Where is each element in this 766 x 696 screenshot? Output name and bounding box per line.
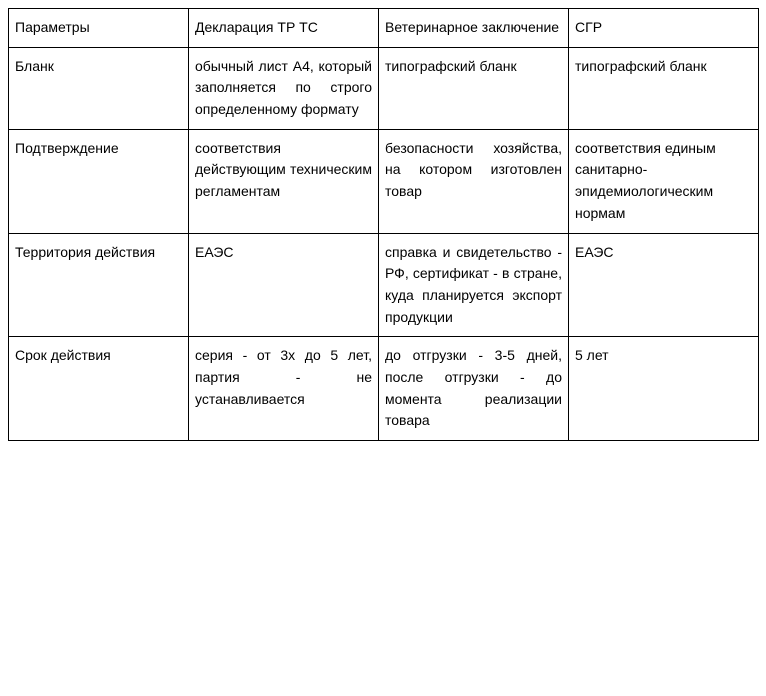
- cell-decl: обычный лист А4, который заполняется по …: [189, 47, 379, 129]
- table-row: Подтверждение соответствия действующим т…: [9, 129, 759, 233]
- cell-decl: соответствия действующим техническим рег…: [189, 129, 379, 233]
- cell-vet: до отгрузки - 3-5 дней, после отгрузки -…: [379, 337, 569, 441]
- table-row: Территория действия ЕАЭС справка и свиде…: [9, 233, 759, 337]
- comparison-table: Параметры Декларация ТР ТС Ветеринарное …: [8, 8, 759, 441]
- header-cell-param: Параметры: [9, 9, 189, 48]
- table-row: Срок действия серия - от 3х до 5 лет, па…: [9, 337, 759, 441]
- header-cell-decl: Декларация ТР ТС: [189, 9, 379, 48]
- cell-decl: ЕАЭС: [189, 233, 379, 337]
- cell-param: Подтверждение: [9, 129, 189, 233]
- cell-vet: безопасности хозяйства, на котором изгот…: [379, 129, 569, 233]
- cell-vet: типографский бланк: [379, 47, 569, 129]
- cell-sgr: 5 лет: [569, 337, 759, 441]
- header-cell-sgr: СГР: [569, 9, 759, 48]
- cell-param: Бланк: [9, 47, 189, 129]
- cell-sgr: типографский бланк: [569, 47, 759, 129]
- cell-param: Территория действия: [9, 233, 189, 337]
- cell-vet: справка и свидетельство - РФ, сертификат…: [379, 233, 569, 337]
- cell-sgr: соответствия единым санитарно-эпидемиоло…: [569, 129, 759, 233]
- cell-decl: серия - от 3х до 5 лет, партия - не уста…: [189, 337, 379, 441]
- table-row: Бланк обычный лист А4, который заполняет…: [9, 47, 759, 129]
- header-cell-vet: Ветеринарное заключение: [379, 9, 569, 48]
- cell-param: Срок действия: [9, 337, 189, 441]
- cell-sgr: ЕАЭС: [569, 233, 759, 337]
- table-header-row: Параметры Декларация ТР ТС Ветеринарное …: [9, 9, 759, 48]
